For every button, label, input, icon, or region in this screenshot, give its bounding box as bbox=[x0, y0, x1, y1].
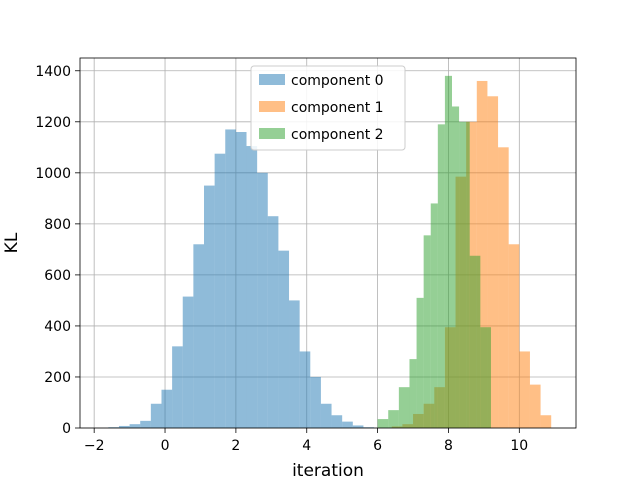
y-tick-label: 1000 bbox=[35, 166, 71, 182]
histogram-bar bbox=[161, 389, 173, 428]
histogram-bar bbox=[377, 419, 389, 428]
histogram-bar bbox=[388, 410, 399, 428]
x-axis-label: iteration bbox=[292, 461, 364, 480]
histogram-bar bbox=[352, 425, 364, 428]
x-tick-label: 0 bbox=[161, 438, 170, 454]
histogram-bar bbox=[508, 244, 520, 428]
x-tick-label: 8 bbox=[444, 438, 453, 454]
histogram-bar bbox=[140, 420, 151, 428]
histogram-bar bbox=[118, 425, 130, 428]
histogram-bar bbox=[193, 244, 204, 428]
histogram-bar bbox=[246, 146, 258, 428]
legend: component 0 component 1 component 2 bbox=[250, 65, 406, 151]
y-tick-label: 200 bbox=[44, 370, 71, 386]
legend-label: component 1 bbox=[291, 100, 384, 116]
x-tick-label: 6 bbox=[373, 438, 382, 454]
histogram-bar bbox=[278, 250, 290, 428]
y-tick-label: 0 bbox=[62, 421, 71, 437]
x-tick-label: 4 bbox=[302, 438, 311, 454]
histogram-bar bbox=[267, 216, 279, 428]
histogram-bar bbox=[416, 297, 424, 428]
histogram-bar bbox=[469, 255, 481, 428]
histogram-bar bbox=[529, 384, 541, 428]
y-tick-label: 800 bbox=[44, 217, 71, 233]
x-tick-label: −2 bbox=[84, 438, 105, 454]
x-tick-label: 2 bbox=[231, 438, 240, 454]
histogram-bar bbox=[257, 172, 268, 428]
histogram-bar bbox=[444, 75, 452, 429]
histogram-bar bbox=[398, 387, 410, 428]
y-tick-label: 600 bbox=[44, 268, 71, 284]
histogram-bar bbox=[459, 121, 470, 429]
ticks: −2 0 2 4 6 8 10 0 200 400 600 800 1000 1200 1400 bbox=[35, 64, 528, 454]
legend-label: component 0 bbox=[291, 73, 384, 89]
y-tick-label: 1200 bbox=[35, 115, 71, 131]
x-tick-label: 10 bbox=[510, 438, 528, 454]
histogram-bar bbox=[409, 359, 417, 428]
histogram-bar bbox=[182, 296, 194, 428]
y-axis-label: KL bbox=[2, 232, 22, 253]
histogram-bar bbox=[204, 185, 215, 428]
bars bbox=[108, 75, 552, 429]
histogram-bar bbox=[487, 96, 499, 428]
histogram-bar bbox=[299, 351, 311, 428]
histogram-bar bbox=[476, 80, 488, 428]
histogram-bar bbox=[235, 132, 247, 428]
histogram-bar bbox=[540, 415, 552, 428]
histogram-bar bbox=[519, 351, 530, 428]
histogram-bar bbox=[452, 106, 460, 428]
legend-swatch bbox=[259, 128, 285, 139]
legend-box bbox=[250, 65, 406, 151]
histogram-bar bbox=[310, 376, 321, 428]
histogram-bar bbox=[480, 327, 491, 428]
series-0-bars bbox=[108, 129, 375, 429]
series-2-bars bbox=[377, 75, 491, 429]
plot-frame bbox=[79, 57, 577, 429]
histogram-bar bbox=[437, 124, 445, 429]
histogram-bar bbox=[150, 403, 162, 428]
histogram-bar bbox=[214, 153, 226, 429]
histogram-bar bbox=[289, 300, 300, 428]
histogram-bar bbox=[172, 346, 183, 428]
histogram-bar bbox=[423, 235, 431, 428]
histogram-bar bbox=[498, 147, 509, 428]
histogram-bar bbox=[342, 421, 353, 428]
histogram-bar bbox=[320, 403, 332, 428]
legend-swatch bbox=[259, 101, 285, 112]
legend-label: component 2 bbox=[291, 127, 384, 143]
histogram-bar bbox=[331, 415, 343, 428]
legend-swatch bbox=[259, 74, 285, 85]
y-tick-label: 400 bbox=[44, 319, 71, 335]
histogram-bar bbox=[225, 129, 236, 428]
y-tick-label: 1400 bbox=[35, 64, 71, 80]
histogram-bar bbox=[430, 203, 438, 428]
histogram-bar bbox=[129, 424, 141, 428]
